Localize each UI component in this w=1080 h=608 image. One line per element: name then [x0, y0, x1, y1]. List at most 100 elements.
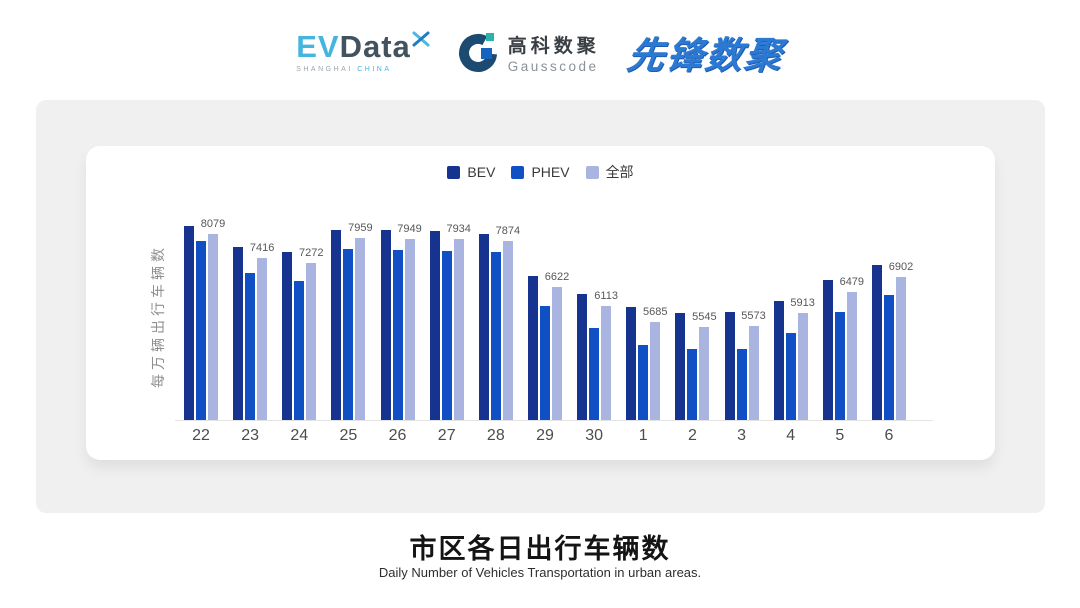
legend-label: 全部	[605, 164, 634, 180]
data-label-30: 6113	[594, 290, 618, 302]
x-tick-28: 28	[486, 427, 505, 444]
bar-group-3	[724, 312, 759, 420]
x-tick-6: 6	[884, 427, 894, 444]
x-tick-26: 26	[388, 427, 407, 444]
data-label-24: 7272	[299, 247, 324, 259]
bar-all-23[interactable]	[257, 258, 268, 420]
evdata-ev-text: EV	[296, 29, 340, 64]
chart-panel: BEV PHEV 全部 每万辆出行车辆数 8079 7416 7272 7959 7949 7…	[36, 100, 1045, 513]
bar-phev-24[interactable]	[294, 281, 305, 420]
bar-bev-23[interactable]	[233, 247, 244, 420]
logo-header: EV Data SHANGHAI CHINA 高科数聚 Gausscode	[0, 22, 1080, 82]
bar-group-1	[626, 307, 661, 420]
bar-phev-26[interactable]	[392, 250, 403, 420]
bar-phev-3[interactable]	[736, 349, 747, 420]
bar-phev-30[interactable]	[589, 328, 600, 420]
bar-bev-29[interactable]	[527, 276, 538, 420]
gausscode-mark-icon	[458, 33, 497, 72]
bar-phev-25[interactable]	[343, 249, 354, 420]
legend-swatch	[511, 165, 525, 179]
gausscode-en-text: Gausscode	[507, 58, 599, 74]
y-axis-label: 每万辆出行车辆数	[150, 244, 166, 388]
bar-all-5[interactable]	[846, 292, 857, 420]
bar-all-6[interactable]	[895, 277, 906, 420]
bar-bev-1[interactable]	[626, 307, 637, 420]
legend-swatch	[585, 165, 599, 179]
bar-phev-6[interactable]	[883, 295, 894, 420]
bar-phev-28[interactable]	[490, 252, 501, 420]
chart-card: BEV PHEV 全部 每万辆出行车辆数 8079 7416 7272 7959 7949 7…	[86, 146, 995, 460]
x-tick-22: 22	[192, 427, 210, 444]
bar-group-6	[871, 265, 906, 420]
bar-bev-3[interactable]	[724, 312, 735, 420]
bar-bev-5[interactable]	[822, 280, 833, 420]
evdata-spark-icon	[412, 31, 430, 47]
legend-item-bev[interactable]: BEV	[447, 164, 495, 180]
bar-all-30[interactable]	[601, 306, 612, 420]
legend-label: BEV	[467, 164, 496, 180]
bar-phev-29[interactable]	[539, 306, 550, 420]
bar-group-2	[675, 313, 710, 420]
pioneer-text: 先锋数聚	[624, 35, 787, 76]
data-label-28: 7874	[495, 225, 521, 237]
bar-bev-25[interactable]	[331, 230, 342, 420]
bar-all-22[interactable]	[208, 234, 218, 420]
bar-all-25[interactable]	[355, 238, 366, 420]
chart-title: 市区各日出行车辆数	[409, 534, 671, 564]
data-label-25: 7959	[348, 222, 373, 234]
bar-phev-27[interactable]	[441, 251, 452, 420]
bar-phev-22[interactable]	[196, 241, 206, 420]
bar-all-26[interactable]	[404, 239, 415, 420]
gausscode-text: 高科数聚 Gausscode	[508, 31, 600, 74]
bar-all-4[interactable]	[797, 313, 808, 420]
legend-item-phev[interactable]: PHEV	[511, 164, 570, 180]
bar-all-2[interactable]	[699, 327, 710, 420]
bar-phev-23[interactable]	[245, 273, 256, 420]
x-tick-23: 23	[241, 427, 260, 444]
bar-bev-24[interactable]	[282, 252, 293, 420]
bar-group-23	[233, 247, 268, 420]
data-label-6: 6902	[888, 261, 914, 273]
bar-bev-26[interactable]	[380, 230, 391, 420]
x-tick-29: 29	[536, 427, 554, 444]
data-label-27: 7934	[446, 223, 471, 235]
bar-all-1[interactable]	[650, 322, 661, 420]
bar-bev-6[interactable]	[871, 265, 882, 420]
bar-bev-22[interactable]	[184, 226, 194, 420]
bar-bev-30[interactable]	[577, 294, 588, 420]
data-label-5: 6479	[839, 276, 865, 288]
legend-item-all[interactable]: 全部	[585, 162, 634, 182]
bar-bev-4[interactable]	[773, 301, 784, 420]
data-label-29: 6622	[544, 271, 570, 283]
data-label-4: 5913	[790, 297, 815, 309]
x-tick-30: 30	[585, 427, 604, 444]
evdata-data-text: Data	[339, 29, 411, 64]
legend-swatch	[447, 165, 461, 179]
x-tick-2: 2	[687, 427, 697, 444]
data-label-22: 8079	[200, 218, 226, 230]
bar-phev-5[interactable]	[834, 312, 845, 420]
bar-group-22	[184, 226, 218, 420]
bar-group-30	[577, 294, 612, 420]
bar-bev-27[interactable]	[429, 231, 440, 420]
bar-bev-28[interactable]	[478, 234, 489, 420]
bar-phev-4[interactable]	[785, 333, 796, 420]
x-tick-25: 25	[339, 427, 358, 444]
bar-all-27[interactable]	[453, 239, 464, 420]
x-tick-3: 3	[737, 427, 746, 444]
bar-group-25	[331, 230, 366, 420]
bar-all-24[interactable]	[306, 263, 317, 420]
bar-all-28[interactable]	[502, 241, 513, 420]
gausscode-logo: 高科数聚 Gausscode	[457, 31, 600, 74]
bar-all-3[interactable]	[748, 326, 759, 420]
bar-phev-2[interactable]	[687, 349, 698, 420]
bar-bev-2[interactable]	[675, 313, 686, 420]
bar-group-4	[773, 301, 808, 420]
bar-all-29[interactable]	[551, 287, 562, 420]
data-label-23: 7416	[249, 242, 275, 254]
chart-legend: BEV PHEV 全部	[86, 162, 995, 182]
data-label-3: 5573	[741, 310, 766, 322]
data-label-26: 7949	[397, 223, 422, 235]
bar-phev-1[interactable]	[638, 345, 649, 420]
bar-group-5	[822, 280, 857, 420]
